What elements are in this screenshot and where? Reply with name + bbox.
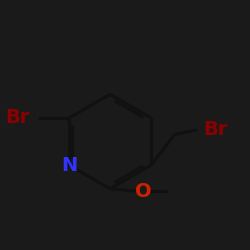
Text: Br: Br	[6, 108, 30, 128]
Text: O: O	[135, 182, 152, 201]
Text: Br: Br	[203, 120, 228, 139]
Text: N: N	[61, 156, 77, 175]
